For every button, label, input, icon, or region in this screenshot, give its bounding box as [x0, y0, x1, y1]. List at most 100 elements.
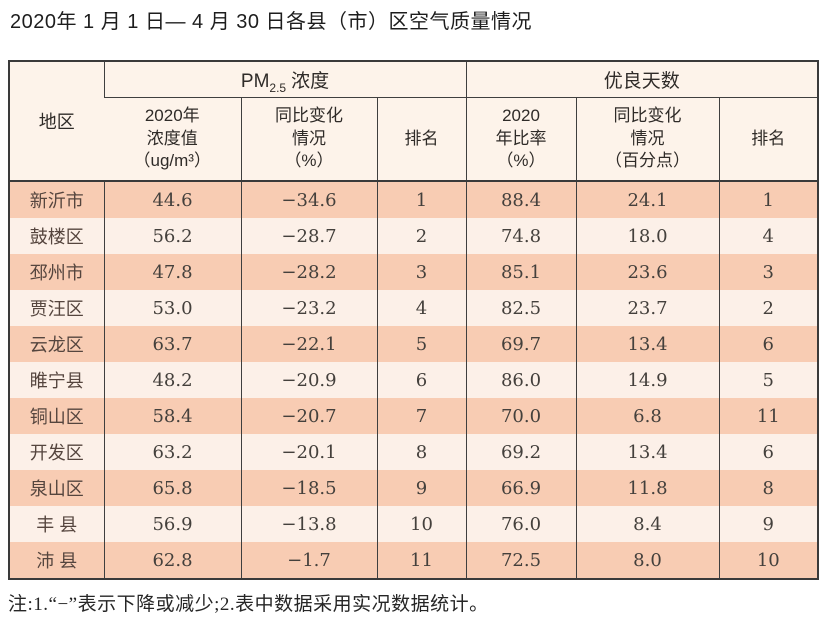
good-change-cell: 6.8 — [575, 398, 719, 434]
table-row: 丰 县 56.9 −13.8 10 76.0 8.4 9 — [9, 506, 819, 542]
table-body: 新沂市 44.6 −34.6 1 88.4 24.1 1 鼓楼区 56.2 −2… — [9, 181, 819, 579]
pm25-label-suffix: 浓度 — [291, 71, 330, 92]
good-rank-cell: 6 — [718, 434, 819, 470]
pm-change-header: 同比变化 情况 （%） — [240, 97, 377, 181]
region-cell: 泉山区 — [29, 479, 84, 499]
good-days-group-header: 优良天数 — [465, 61, 819, 98]
table-row: 贾汪区 53.0 −23.2 4 82.5 23.7 2 — [9, 290, 819, 326]
pm-value-cell: 63.2 — [103, 434, 241, 470]
page-title: 2020年 1 月 1 日— 4 月 30 日各县（市）区空气质量情况 — [10, 11, 533, 33]
region-cell: 铜山区 — [29, 407, 84, 427]
pm-value-cell: 63.7 — [103, 326, 241, 362]
pm25-subscript: 2.5 — [269, 80, 287, 95]
good-rank-cell: 4 — [718, 218, 819, 254]
good-change-cell: 8.4 — [575, 506, 719, 542]
good-change-cell: 24.1 — [575, 181, 719, 218]
pm-value-cell: 47.8 — [103, 254, 241, 290]
pm-change-cell: −18.5 — [240, 470, 377, 506]
pm-rank-cell: 6 — [376, 362, 466, 398]
good-ratio-cell: 85.1 — [465, 254, 576, 290]
region-cell: 沛 县 — [36, 551, 78, 571]
pm-value-header: 2020年 浓度值 （ug/m³） — [104, 97, 241, 181]
pm-rank-cell: 9 — [376, 470, 466, 506]
table-row: 云龙区 63.7 −22.1 5 69.7 13.4 6 — [9, 326, 819, 362]
good-rank-cell: 6 — [718, 326, 819, 362]
good-change-cell: 14.9 — [575, 362, 719, 398]
pm-value-cell: 56.2 — [103, 218, 241, 254]
pm-change-cell: −28.7 — [240, 218, 377, 254]
pm-rank-cell: 7 — [376, 398, 466, 434]
good-change-cell: 23.7 — [575, 290, 719, 326]
group-header-row: 地区 PM2.5 浓度 优良天数 — [9, 61, 819, 181]
region-cell: 鼓楼区 — [29, 227, 84, 247]
pm-rank-cell: 11 — [376, 542, 466, 579]
good-change-cell: 18.0 — [575, 218, 719, 254]
good-rank-header: 排名 — [718, 97, 819, 181]
pm-change-cell: −20.7 — [240, 398, 377, 434]
pm-value-cell: 62.8 — [103, 542, 241, 579]
region-cell: 邳州市 — [29, 263, 84, 283]
table-row: 鼓楼区 56.2 −28.7 2 74.8 18.0 4 — [9, 218, 819, 254]
region-column-header: 地区 — [9, 61, 104, 181]
region-cell: 开发区 — [29, 443, 84, 463]
good-ratio-cell: 66.9 — [465, 470, 576, 506]
pm-change-cell: −1.7 — [240, 542, 377, 579]
good-change-cell: 8.0 — [575, 542, 719, 579]
good-rank-cell: 3 — [718, 254, 819, 290]
pm-value-cell: 56.9 — [103, 506, 241, 542]
good-rank-cell: 1 — [718, 181, 819, 218]
good-change-cell: 13.4 — [575, 434, 719, 470]
pm-change-cell: −22.1 — [240, 326, 377, 362]
footnote: 注:1.“−”表示下降或减少;2.表中数据采用实况数据统计。 — [8, 594, 489, 615]
region-cell: 睢宁县 — [29, 371, 84, 391]
good-rank-cell: 5 — [718, 362, 819, 398]
good-change-header: 同比变化 情况 （百分点） — [575, 97, 719, 181]
table-row: 睢宁县 48.2 −20.9 6 86.0 14.9 5 — [9, 362, 819, 398]
good-ratio-cell: 88.4 — [465, 181, 576, 218]
pm-change-cell: −34.6 — [240, 181, 377, 218]
pm-rank-cell: 2 — [376, 218, 466, 254]
table-row: 开发区 63.2 −20.1 8 69.2 13.4 6 — [9, 434, 819, 470]
good-ratio-cell: 82.5 — [465, 290, 576, 326]
good-change-cell: 23.6 — [575, 254, 719, 290]
pm-rank-cell: 1 — [376, 181, 466, 218]
pm-rank-cell: 4 — [376, 290, 466, 326]
table-row: 泉山区 65.8 −18.5 9 66.9 11.8 8 — [9, 470, 819, 506]
air-quality-table: 地区 PM2.5 浓度 优良天数 2020年 浓度值 （ug/m³） 同比变化 情… — [8, 60, 820, 580]
good-rank-cell: 9 — [718, 506, 819, 542]
pm-value-cell: 58.4 — [103, 398, 241, 434]
pm-change-cell: −20.9 — [240, 362, 377, 398]
sub-header-row: 2020年 浓度值 （ug/m³） 同比变化 情况 （%） 排名 2020 年比… — [9, 97, 819, 181]
table-row: 铜山区 58.4 −20.7 7 70.0 6.8 11 — [9, 398, 819, 434]
pm-value-cell: 44.6 — [103, 181, 241, 218]
good-ratio-cell: 72.5 — [465, 542, 576, 579]
table-header: 地区 PM2.5 浓度 优良天数 2020年 浓度值 （ug/m³） 同比变化 情… — [9, 61, 819, 181]
pm-rank-cell: 3 — [376, 254, 466, 290]
good-rank-cell: 11 — [718, 398, 819, 434]
pm-rank-cell: 10 — [376, 506, 466, 542]
pm-value-cell: 48.2 — [103, 362, 241, 398]
region-cell: 新沂市 — [29, 191, 84, 211]
pm-value-cell: 65.8 — [103, 470, 241, 506]
good-rank-cell: 2 — [718, 290, 819, 326]
pm-change-cell: −23.2 — [240, 290, 377, 326]
pm-value-cell: 53.0 — [103, 290, 241, 326]
good-ratio-cell: 69.7 — [465, 326, 576, 362]
pm25-label-prefix: PM — [240, 71, 270, 92]
good-change-cell: 13.4 — [575, 326, 719, 362]
good-rank-cell: 8 — [718, 470, 819, 506]
good-ratio-cell: 76.0 — [465, 506, 576, 542]
table-row: 邳州市 47.8 −28.2 3 85.1 23.6 3 — [9, 254, 819, 290]
region-cell: 云龙区 — [29, 335, 84, 355]
region-cell: 丰 县 — [36, 515, 78, 535]
good-ratio-cell: 69.2 — [465, 434, 576, 470]
pm-change-cell: −28.2 — [240, 254, 377, 290]
pm-rank-header: 排名 — [376, 97, 466, 181]
good-ratio-header: 2020 年比率 （%） — [465, 97, 576, 181]
good-ratio-cell: 86.0 — [465, 362, 576, 398]
pm-change-cell: −13.8 — [240, 506, 377, 542]
pm25-group-header: PM2.5 浓度 — [103, 61, 466, 98]
pm-change-cell: −20.1 — [240, 434, 377, 470]
good-ratio-cell: 70.0 — [465, 398, 576, 434]
